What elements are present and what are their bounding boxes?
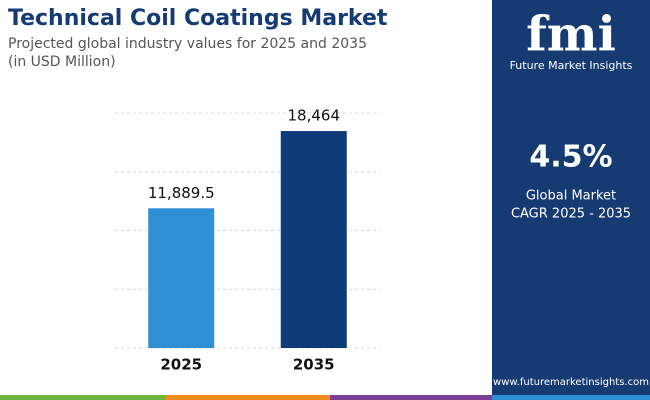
stripe	[492, 395, 650, 400]
x-tick-label: 2025	[160, 356, 202, 374]
stripe	[0, 395, 165, 400]
bar	[280, 131, 347, 348]
x-tick-label: 2035	[293, 356, 335, 374]
website: www.futuremarketinsights.com	[493, 377, 649, 388]
logo: fmi	[526, 7, 616, 63]
value-label: 11,889.5	[148, 184, 215, 202]
subtitle: Projected global industry values for 202…	[8, 36, 367, 52]
chart-title: Technical Coil Coatings Market	[8, 6, 388, 31]
brand: Future Market Insights	[510, 59, 633, 72]
value-label: 18,464	[288, 107, 341, 125]
cagr-label: Global Market	[526, 189, 616, 204]
bar	[148, 208, 215, 348]
stripe	[330, 395, 492, 400]
cagr-value: 4.5%	[529, 140, 612, 175]
unit-label: (in USD Million)	[8, 54, 116, 70]
stripe	[165, 395, 330, 400]
sidebar	[492, 0, 650, 400]
cagr-label: CAGR 2025 - 2035	[511, 207, 631, 222]
